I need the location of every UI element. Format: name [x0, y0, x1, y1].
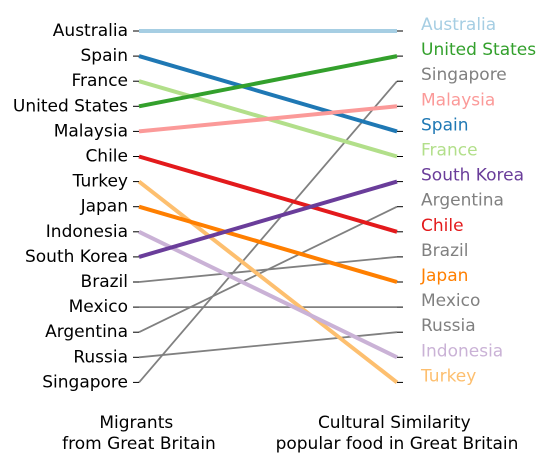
series-line-japan	[138, 204, 398, 284]
series-line-south-korea	[138, 179, 398, 259]
left-label-indonesia: Indonesia	[46, 222, 128, 242]
right-label-spain: Spain	[421, 115, 469, 135]
right-label-south-korea: South Korea	[421, 166, 524, 186]
series-lines	[137, 29, 399, 384]
x-axis-label-left-line1: Migrants	[99, 413, 173, 433]
right-label-russia: Russia	[421, 316, 476, 336]
right-label-mexico: Mexico	[421, 291, 480, 311]
right-label-indonesia: Indonesia	[421, 341, 503, 361]
left-label-japan: Japan	[80, 197, 128, 217]
series-line-united-states	[138, 54, 398, 109]
left-label-argentina: Argentina	[45, 322, 128, 342]
right-label-malaysia: Malaysia	[421, 90, 495, 110]
right-label-chile: Chile	[421, 216, 464, 236]
x-axis-label-right-line1: Cultural Similarity	[318, 413, 471, 433]
right-label-australia: Australia	[421, 15, 496, 35]
left-label-brazil: Brazil	[81, 272, 128, 292]
left-label-spain: Spain	[81, 46, 129, 66]
right-label-brazil: Brazil	[421, 241, 468, 261]
right-label-united-states: United States	[421, 40, 536, 60]
right-label-japan: Japan	[420, 266, 468, 286]
left-tick-labels: Australia Spain France United States Malaysi…	[13, 21, 128, 392]
left-label-turkey: Turkey	[72, 172, 128, 192]
left-label-united-states: United States	[13, 96, 128, 116]
series-line-singapore	[138, 80, 398, 383]
right-label-france: France	[421, 141, 478, 161]
right-label-turkey: Turkey	[420, 366, 476, 386]
left-label-singapore: Singapore	[42, 372, 128, 392]
left-label-malaysia: Malaysia	[54, 121, 128, 141]
left-label-south-korea: South Korea	[25, 247, 128, 267]
x-axis-label-right-line2: popular food in Great Britain	[276, 434, 519, 454]
x-axis-label-right: Cultural Similarity popular food in Grea…	[276, 413, 519, 454]
x-axis-label-left-line2: from Great Britain	[62, 434, 216, 454]
series-line-spain	[138, 54, 398, 134]
x-axis-label-left: Migrants from Great Britain	[62, 413, 216, 454]
series-line-chile	[138, 154, 398, 234]
right-label-argentina: Argentina	[421, 191, 504, 211]
series-line-malaysia	[138, 104, 398, 134]
left-label-mexico: Mexico	[69, 297, 128, 317]
tick-marks	[133, 30, 403, 383]
left-label-chile: Chile	[85, 147, 128, 167]
right-label-singapore: Singapore	[421, 65, 507, 85]
series-line-turkey	[137, 180, 399, 384]
left-label-australia: Australia	[53, 21, 128, 41]
right-tick-labels: Australia United States Singapore Malaysia S…	[420, 15, 536, 386]
left-label-russia: Russia	[73, 347, 128, 367]
series-line-indonesia	[138, 230, 398, 360]
series-line-argentina	[138, 205, 398, 334]
left-label-france: France	[71, 71, 128, 91]
